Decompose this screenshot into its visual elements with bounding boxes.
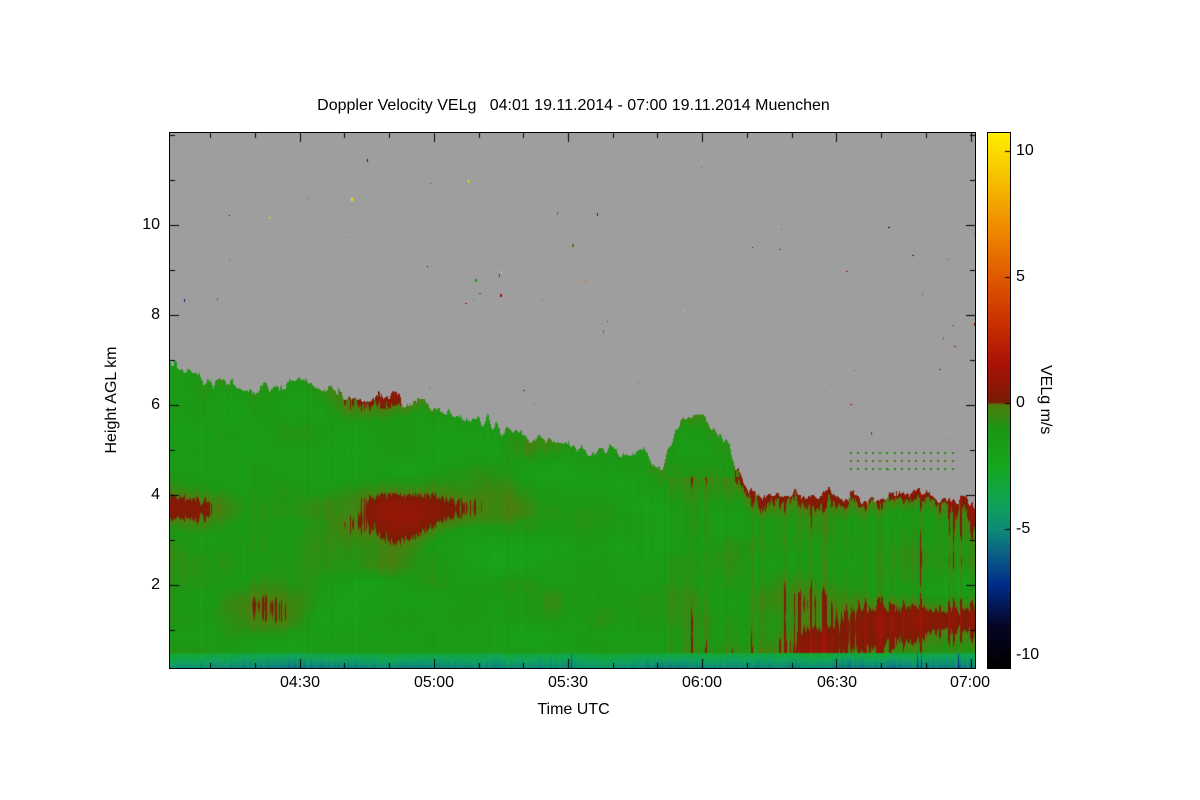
x-tick-label: 05:30 [547,674,589,691]
colorbar-tick-label: -5 [1016,520,1031,537]
y-tick-label: 6 [151,396,160,413]
y-tick-label: 2 [151,576,160,593]
x-tick-label: 06:00 [681,674,723,691]
x-tick-label: 04:30 [279,674,321,691]
y-tick-label: 4 [151,486,160,503]
x-tick-label: 06:30 [816,674,858,691]
colorbar-tick-label: 10 [1016,142,1034,159]
colorbar-canvas [988,133,1010,668]
y-tick-label: 10 [142,216,160,233]
x-axis-label: Time UTC [537,701,610,718]
colorbar [987,132,1011,669]
chart-title: Doppler Velocity VELg 04:01 19.11.2014 -… [317,97,830,114]
heatmap-canvas [170,133,975,668]
x-tick-label: 05:00 [413,674,455,691]
x-tick-label: 07:00 [949,674,991,691]
colorbar-label: VELg m/s [1037,365,1054,435]
y-tick-label: 8 [151,306,160,323]
colorbar-tick-label: 0 [1016,394,1025,411]
colorbar-tick-label: 5 [1016,268,1025,285]
colorbar-tick-label: -10 [1016,646,1040,663]
plot-area [169,132,976,669]
